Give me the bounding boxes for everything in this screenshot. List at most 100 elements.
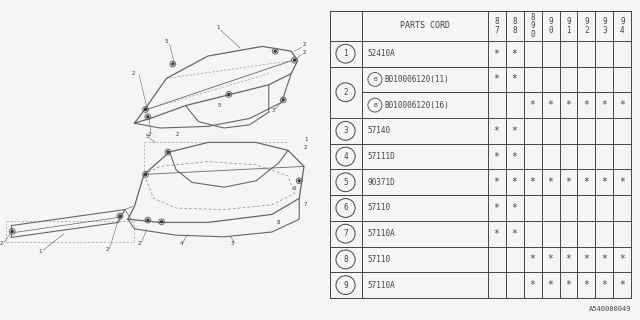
Text: *: * [602,100,607,110]
Text: 8: 8 [512,17,517,26]
Text: *: * [548,100,554,110]
Text: 57111D: 57111D [367,152,395,161]
Text: 8: 8 [531,13,535,22]
Text: 2: 2 [304,145,307,150]
Text: 90371D: 90371D [367,178,395,187]
Text: *: * [530,100,536,110]
Circle shape [167,151,169,153]
Text: *: * [511,229,518,239]
Text: 1: 1 [216,25,220,30]
Text: 7: 7 [304,203,307,207]
Text: 8: 8 [512,26,517,35]
Text: *: * [511,152,518,162]
Text: *: * [493,126,500,136]
Text: 9: 9 [584,17,589,26]
Text: *: * [602,254,607,264]
Text: 8: 8 [277,220,280,225]
Text: A540000049: A540000049 [589,306,632,312]
Text: 9: 9 [343,281,348,290]
Text: *: * [548,254,554,264]
Text: *: * [602,280,607,290]
Text: 0: 0 [548,26,553,35]
Text: *: * [584,100,589,110]
Text: *: * [584,254,589,264]
Circle shape [282,99,284,101]
Text: *: * [584,177,589,187]
Text: 1: 1 [38,249,42,254]
Circle shape [119,215,121,217]
Text: *: * [493,229,500,239]
Text: *: * [566,280,572,290]
Text: 4: 4 [343,152,348,161]
Circle shape [228,93,230,95]
Text: *: * [511,75,518,84]
Text: *: * [620,100,625,110]
Text: 9: 9 [566,17,571,26]
Text: 7: 7 [343,229,348,238]
Text: *: * [566,254,572,264]
Text: 5: 5 [165,39,168,44]
Text: 2: 2 [302,50,306,55]
Text: 1: 1 [343,49,348,58]
Circle shape [147,116,149,118]
Text: 9: 9 [531,21,535,30]
Text: 9: 9 [620,17,625,26]
Text: 9: 9 [602,17,607,26]
Text: 4: 4 [620,26,625,35]
Text: 2: 2 [584,26,589,35]
Text: *: * [620,280,625,290]
Text: 8: 8 [494,17,499,26]
Text: *: * [511,126,518,136]
Text: *: * [620,254,625,264]
Text: *: * [602,177,607,187]
Text: 2: 2 [131,71,134,76]
Text: *: * [493,177,500,187]
Circle shape [145,173,147,175]
Text: 2: 2 [0,241,3,246]
Text: PARTS CORD: PARTS CORD [399,21,449,30]
Text: *: * [566,100,572,110]
Text: 2: 2 [302,42,306,47]
Circle shape [145,108,147,110]
Text: *: * [548,177,554,187]
Text: *: * [548,280,554,290]
Text: 4: 4 [179,241,182,246]
Text: 7: 7 [494,26,499,35]
Text: 3: 3 [343,126,348,135]
Text: 6: 6 [343,204,348,212]
Text: 2: 2 [147,132,150,137]
Text: 3: 3 [272,108,275,113]
Circle shape [172,63,174,65]
Text: 9: 9 [548,17,553,26]
Circle shape [275,50,276,52]
Text: 0: 0 [531,29,535,39]
Text: 57110A: 57110A [367,281,395,290]
Circle shape [293,59,295,61]
Text: B010006120(16): B010006120(16) [385,100,449,110]
Text: *: * [620,177,625,187]
Text: 6: 6 [293,186,296,191]
Text: *: * [493,75,500,84]
Text: 2: 2 [176,132,179,137]
Text: 1: 1 [566,26,571,35]
Text: *: * [530,254,536,264]
Text: 57110A: 57110A [367,229,395,238]
Text: B: B [373,77,377,82]
Text: *: * [511,203,518,213]
Circle shape [147,219,149,221]
Text: 57140: 57140 [367,126,390,135]
Text: *: * [566,177,572,187]
Text: 8: 8 [343,255,348,264]
Text: *: * [493,152,500,162]
Text: *: * [493,203,500,213]
Circle shape [161,221,163,223]
Text: 2: 2 [106,247,109,252]
Text: 2: 2 [343,88,348,97]
Text: *: * [493,49,500,59]
Text: 2: 2 [138,241,141,246]
Text: 3: 3 [602,26,607,35]
Text: 1: 1 [304,137,307,142]
Text: *: * [530,177,536,187]
Text: *: * [530,280,536,290]
Text: 5: 5 [343,178,348,187]
